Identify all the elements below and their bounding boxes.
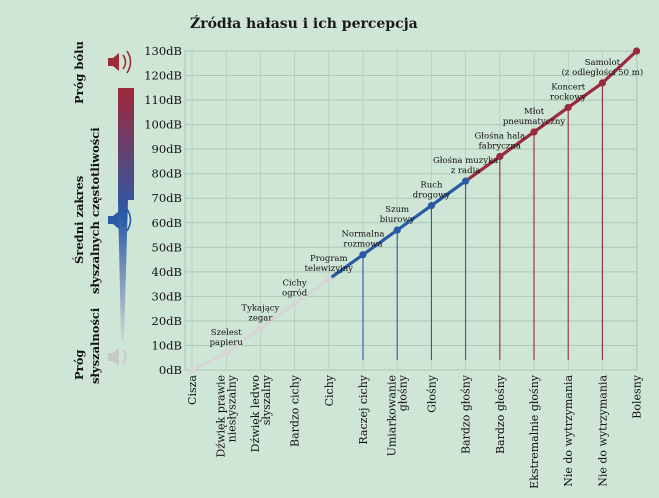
x-tick-label: Ekstremalnie głośny (528, 374, 541, 489)
series-segment (224, 326, 262, 355)
x-tick-label: Dźwięk ledwosłyszalny (249, 374, 273, 452)
x-tick-label: Głośny (425, 374, 438, 413)
data-point (564, 103, 572, 112)
y-tick-label: 20dB (152, 314, 182, 328)
series-segment (361, 228, 399, 257)
drop-lines (362, 82, 603, 360)
series-line (190, 49, 639, 372)
series-segment (293, 277, 331, 306)
annotation-label: Cichy ogród (282, 279, 308, 299)
data-point (325, 275, 333, 283)
label-hearing-threshold-1: Próg (72, 350, 86, 380)
series-segment (429, 179, 468, 208)
y-tick-label: 10dB (152, 338, 182, 352)
data-point (496, 152, 504, 161)
x-tick-label: Bolesny (631, 374, 644, 418)
annotation-label: Normalna rozmowa (341, 230, 384, 250)
y-tick-label: 130dB (144, 44, 182, 58)
annotation-label: Szelest papieru (210, 328, 244, 348)
x-tick-label: Bardzo głośny (460, 374, 473, 454)
side-scale: Próg bólu Średni zakres słyszalnych częs… (72, 41, 134, 384)
label-mid-range-1: Średni zakres (72, 176, 86, 264)
label-hearing-threshold-2: słyszalności (88, 307, 102, 384)
annotation-label: Koncert rockowy (550, 82, 586, 102)
series-segment (190, 351, 228, 372)
label-pain-threshold: Próg bólu (72, 41, 86, 104)
x-tick-label: Nie do wytrzymania (596, 375, 609, 487)
annotation-label: Samolot (z odległości 50 m) (562, 58, 644, 78)
x-tick-label: Cichy (323, 374, 336, 406)
y-tick-label: 30dB (152, 289, 182, 303)
x-tick-label: Raczej cichy (357, 374, 370, 444)
series-segment (395, 203, 433, 232)
series-segment (498, 130, 536, 159)
x-tick-label: Bardzo cichy (289, 374, 302, 447)
annotation-label: Młot pneumatyczny (503, 107, 565, 127)
x-tick-label: Dźwięk prawieniesłyszalny (215, 374, 239, 457)
series-segment (600, 49, 639, 85)
annotation-label: Głośna hala fabryczna (474, 131, 525, 152)
data-point (256, 324, 264, 332)
data-point (462, 177, 470, 185)
series-segment (566, 81, 605, 110)
y-tick-label: 120dB (144, 69, 182, 83)
x-tick-label: Bardzo głośny (494, 374, 507, 454)
data-point (598, 79, 607, 87)
chart-title: Źródła hałasu i ich percepcja (190, 14, 418, 32)
label-mid-range-2: słyszalnych częstotliwości (88, 127, 102, 294)
y-tick-label: 40dB (152, 265, 182, 279)
data-point (427, 201, 435, 210)
data-point (222, 349, 230, 357)
data-point (291, 300, 299, 308)
y-tick-label: 50dB (152, 240, 182, 254)
annotation-label: Program telewizyjny (305, 254, 354, 274)
data-point (633, 47, 641, 55)
series-segment (258, 302, 297, 330)
annotation-label: Głośna muzyka z radia (433, 155, 498, 176)
data-point (393, 226, 401, 234)
series-segment (532, 105, 570, 134)
y-tick-label: 110dB (144, 93, 182, 107)
data-points (188, 47, 641, 374)
speaker-blue-icon (108, 208, 132, 232)
x-axis-labels: Cisza Dźwięk prawieniesłyszalny Dźwięk led… (186, 374, 644, 489)
speaker-grey-icon (108, 348, 127, 366)
y-tick-label: 100dB (144, 118, 182, 132)
x-tick-label: Nie do wytrzymania (562, 375, 575, 487)
y-tick-label: 90dB (152, 142, 182, 156)
data-point (530, 128, 538, 136)
y-axis-labels: 0dB 10dB 20dB 30dB 40dB 50dB 60dB 70dB 80dB 90dB 1… (144, 44, 182, 377)
speaker-red-icon (108, 50, 132, 74)
side-gradient-bar (118, 88, 134, 340)
series-segment (464, 154, 502, 183)
y-tick-label: 60dB (152, 216, 182, 230)
x-tick-label: Cisza (186, 375, 199, 405)
x-tick-label: Umiarkowaniegłośny (386, 374, 410, 456)
annotation-label: Szum biurowy (380, 205, 415, 225)
series-segment (327, 253, 365, 281)
y-tick-label: 80dB (152, 167, 182, 181)
data-point (188, 366, 196, 374)
y-tick-label: 0dB (159, 363, 182, 377)
data-point (359, 251, 367, 259)
annotation-label: Ruch drogowy (413, 181, 450, 201)
y-tick-label: 70dB (152, 191, 182, 205)
annotation-label: Tykający zegar (241, 303, 279, 323)
